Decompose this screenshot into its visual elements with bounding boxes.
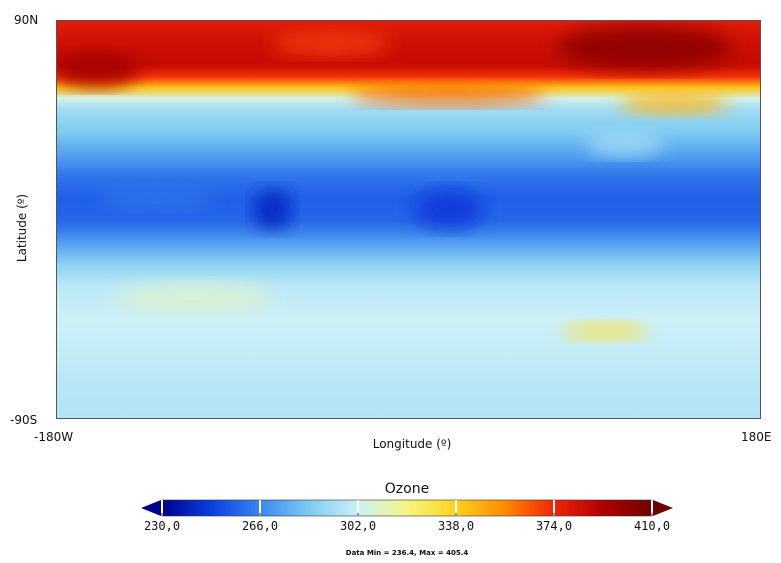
- ozone-feature: [556, 25, 733, 70]
- ozone-feature: [96, 187, 214, 210]
- ozone-feature: [585, 129, 665, 157]
- colorbar-tick-label: 302,0: [339, 519, 377, 533]
- colorbar-tick-label: 266,0: [241, 519, 279, 533]
- colorbar-tick-label: 374,0: [535, 519, 573, 533]
- ozone-feature: [413, 189, 484, 230]
- colorbar-gradient: [161, 499, 653, 517]
- ozone-feature: [115, 282, 273, 314]
- ozone-heatmap-svg: [57, 21, 760, 418]
- ozone-feature: [252, 189, 292, 230]
- x-tick-label-right: 180E: [741, 430, 772, 444]
- colorbar-tick-label: 410,0: [633, 519, 671, 533]
- y-tick-label-top: 90N: [14, 13, 39, 27]
- colorbar-tick-label: 338,0: [437, 519, 475, 533]
- zonal-ozone-field: [57, 21, 760, 418]
- ozone-feature: [350, 83, 547, 106]
- ozone-feature: [562, 322, 649, 341]
- y-tick-label-bottom: -90S: [10, 413, 38, 427]
- ozone-feature: [619, 91, 729, 115]
- x-axis-label: Longitude (º): [372, 437, 452, 451]
- ozone-feature: [272, 29, 390, 57]
- colorbar-tick-label: 230,0: [143, 519, 181, 533]
- ozone-heatmap-plot: [56, 20, 761, 419]
- ozone-feature: [57, 52, 140, 88]
- colorbar: [141, 499, 673, 517]
- colorbar-high-extend-arrow: [653, 500, 673, 516]
- x-tick-label-left: -180W: [34, 430, 74, 444]
- data-min-max-text: Data Min = 236.4, Max = 405.4: [345, 549, 469, 557]
- colorbar-low-extend-arrow: [141, 500, 161, 516]
- colorbar-title: Ozone: [384, 481, 430, 497]
- y-axis-label: Latitude (º): [15, 193, 29, 263]
